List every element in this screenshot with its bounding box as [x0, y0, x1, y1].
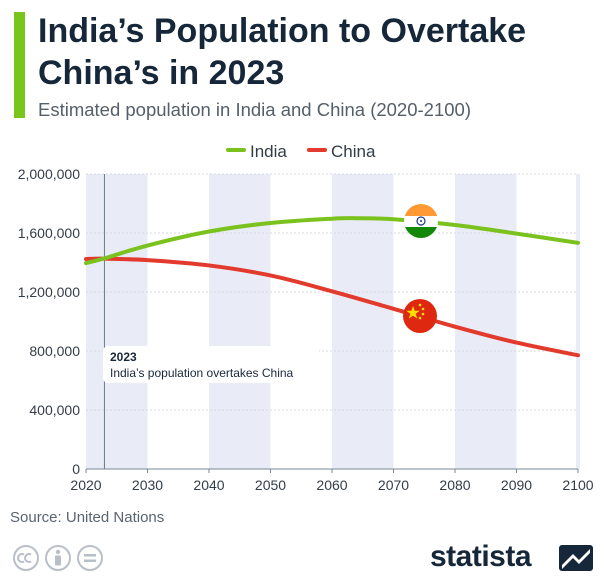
china-series-line — [84, 256, 580, 358]
band-2020 — [86, 174, 148, 469]
annotation-year: 2023 — [110, 350, 137, 364]
annotation-text: India’s population overtakes China — [110, 366, 294, 380]
accent-bar — [14, 12, 25, 118]
y-tick-label: 800,000 — [29, 343, 80, 359]
india-series-line — [84, 216, 580, 266]
x-tick-label: 2100 — [562, 477, 593, 493]
no-derivatives-icon — [77, 545, 103, 571]
x-tick-label: 2080 — [439, 477, 470, 493]
statista-logo-text: statista — [430, 540, 532, 573]
license-icons — [13, 545, 103, 571]
x-tick-label: 2070 — [378, 477, 409, 493]
source-note: Source: United Nations — [10, 509, 165, 526]
y-axis-ticks: 0 400,000 800,000 1,200,000 1,600,000 2,000,0… — [18, 166, 81, 477]
x-tick-label: 2050 — [255, 477, 286, 493]
y-tick-label: 2,000,000 — [18, 166, 80, 182]
y-tick-label: 400,000 — [29, 402, 80, 418]
x-tick-label: 2040 — [193, 477, 224, 493]
attribution-icon — [45, 545, 71, 571]
legend: India China — [226, 142, 376, 161]
india-flag-icon — [404, 204, 438, 238]
x-tick-label: 2090 — [501, 477, 532, 493]
statista-logo-icon — [559, 545, 593, 571]
y-tick-label: 1,600,000 — [18, 225, 80, 241]
background-bands — [86, 174, 580, 469]
y-tick-label: 0 — [72, 461, 80, 477]
x-tick-label: 2020 — [70, 477, 101, 493]
y-tick-label: 1,200,000 — [18, 284, 80, 300]
legend-label-china: China — [331, 142, 376, 161]
legend-label-india: India — [250, 142, 287, 161]
chart-title: India’s Population to Overtake China’s i… — [38, 12, 527, 92]
chart-subtitle: Estimated population in India and China … — [38, 99, 471, 120]
band-edge — [576, 174, 580, 469]
band-2080 — [455, 174, 517, 469]
band-2040 — [209, 174, 271, 469]
x-tick-label: 2030 — [132, 477, 163, 493]
population-line-chart: 0 400,000 800,000 1,200,000 1,600,000 2,000,0… — [18, 142, 594, 493]
creative-commons-icon — [13, 545, 39, 571]
china-flag-icon — [403, 299, 437, 333]
overtake-annotation: 2023 India’s population overtakes China — [103, 346, 319, 383]
band-2060 — [332, 174, 394, 469]
x-axis-ticks: 2020 2030 2040 2050 2060 2070 2080 2090 2100 — [70, 469, 594, 493]
x-tick-label: 2060 — [316, 477, 347, 493]
